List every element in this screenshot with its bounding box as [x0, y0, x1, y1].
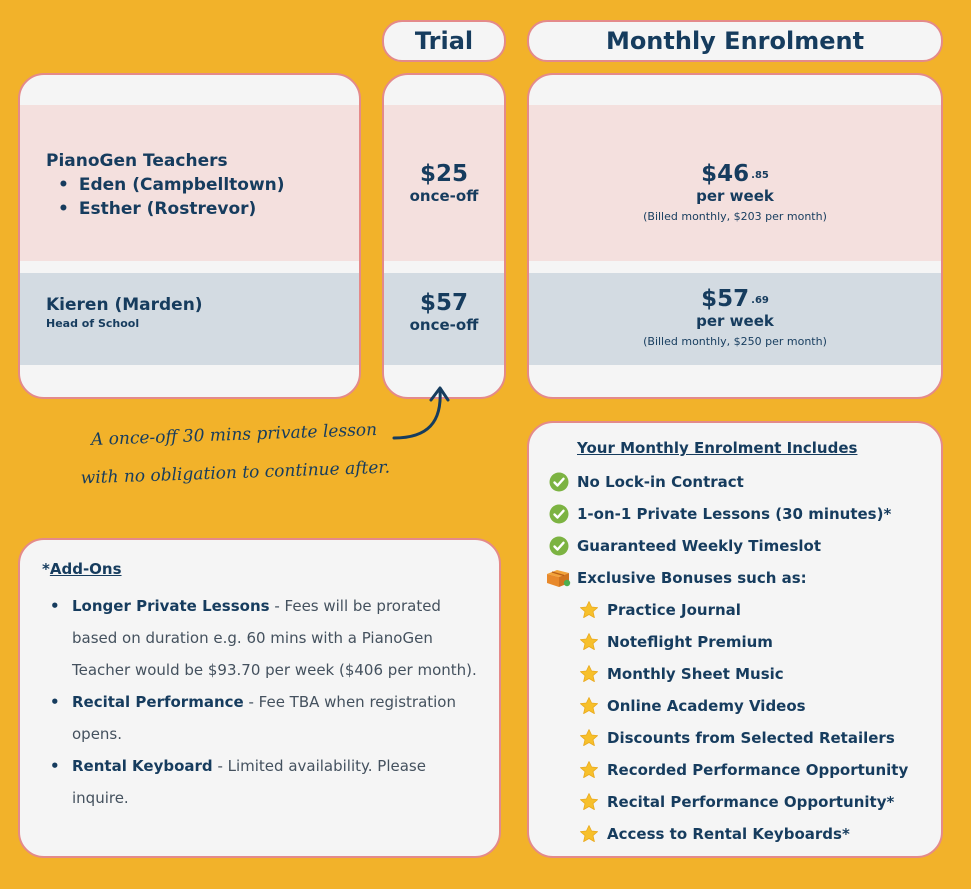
trial-note: A once-off 30 mins private lesson with n…: [79, 411, 391, 498]
addons-list: Longer Private Lessons - Fees will be pr…: [50, 590, 479, 814]
bonus-item: Practice Journal: [579, 600, 741, 620]
trial-band-pink: [384, 105, 504, 261]
star-icon: [580, 729, 598, 746]
include-item: No Lock-in Contract: [549, 472, 744, 492]
head-role: Head of School: [46, 317, 140, 330]
include-text: No Lock-in Contract: [577, 473, 744, 491]
trial-card: $25 once-off $57 once-off: [382, 73, 506, 399]
addon-item: Recital Performance - Fee TBA when regis…: [50, 686, 479, 750]
check-icon: [549, 536, 569, 556]
monthly-price-dollars: $46: [701, 161, 750, 187]
addon-name: Longer Private Lessons: [72, 597, 270, 615]
curved-arrow-icon: [392, 386, 450, 440]
bonus-text: Recital Performance Opportunity*: [607, 793, 895, 811]
addons-card: *Add-Ons Longer Private Lessons - Fees w…: [18, 538, 501, 858]
bonus-item: Noteflight Premium: [579, 632, 773, 652]
monthly-card: $46.85 per week (Billed monthly, $203 pe…: [527, 73, 943, 399]
bonus-item: Online Academy Videos: [579, 696, 806, 716]
include-text: Guaranteed Weekly Timeslot: [577, 537, 821, 555]
bonus-text: Access to Rental Keyboards*: [607, 825, 850, 843]
addon-item: Rental Keyboard - Limited availability. …: [50, 750, 479, 814]
bonus-text: Online Academy Videos: [607, 697, 806, 715]
monthly-price-period: per week: [696, 187, 774, 205]
star-icon: [580, 697, 598, 714]
trial-price-1: $25 once-off: [384, 161, 504, 205]
monthly-band-blue: [529, 273, 941, 365]
include-item: 1-on-1 Private Lessons (30 minutes)*: [549, 504, 891, 524]
monthly-price-amount: $46.85: [529, 161, 941, 187]
bonus-item: Recorded Performance Opportunity: [579, 760, 908, 780]
check-icon: [549, 472, 569, 492]
addon-desc: - Fee TBA when registration opens.: [72, 693, 456, 743]
trial-price-label: once-off: [409, 187, 479, 205]
addon-name: Rental Keyboard: [72, 757, 213, 775]
addon-item: Longer Private Lessons - Fees will be pr…: [50, 590, 479, 686]
teachers-group: PianoGen Teachers Eden (Campbelltown) Es…: [46, 149, 285, 221]
trial-price-amount: $25: [419, 161, 468, 187]
star-icon: [580, 793, 598, 810]
head-of-school: Kieren (Marden) Head of School: [46, 293, 203, 331]
gift-box-icon: [547, 570, 571, 587]
bonus-text: Noteflight Premium: [607, 633, 773, 651]
monthly-price-billed: (Billed monthly, $250 per month): [643, 335, 827, 348]
monthly-price-2: $57.69 per week (Billed monthly, $250 pe…: [529, 286, 941, 350]
bonus-text: Practice Journal: [607, 601, 741, 619]
star-icon: [580, 633, 598, 650]
star-icon: [580, 825, 598, 842]
monthly-price-cents: .85: [751, 170, 769, 181]
monthly-band-pink: [529, 105, 941, 261]
include-text: 1-on-1 Private Lessons (30 minutes)*: [577, 505, 892, 523]
include-text: Exclusive Bonuses such as:: [577, 569, 807, 587]
monthly-price-cents: .69: [751, 295, 769, 306]
addon-name: Recital Performance: [72, 693, 244, 711]
teachers-group-title: PianoGen Teachers: [46, 151, 228, 171]
include-item: Guaranteed Weekly Timeslot: [549, 536, 821, 556]
includes-card: Your Monthly Enrolment Includes No Lock-…: [527, 421, 943, 858]
bonus-text: Monthly Sheet Music: [607, 665, 784, 683]
head-name: Kieren (Marden): [46, 295, 203, 315]
include-item: Exclusive Bonuses such as:: [545, 568, 807, 588]
check-icon: [549, 504, 569, 524]
bonus-item: Access to Rental Keyboards*: [579, 824, 850, 844]
bonus-text: Recorded Performance Opportunity: [607, 761, 909, 779]
monthly-price-period: per week: [696, 312, 774, 330]
trial-header: Trial: [382, 20, 506, 62]
bonus-item: Monthly Sheet Music: [579, 664, 784, 684]
bonus-item: Recital Performance Opportunity*: [579, 792, 894, 812]
bonus-text: Discounts from Selected Retailers: [607, 729, 895, 747]
trial-price-label: once-off: [409, 316, 479, 334]
monthly-enrolment-header: Monthly Enrolment: [527, 20, 943, 62]
bonus-item: Discounts from Selected Retailers: [579, 728, 895, 748]
star-icon: [580, 665, 598, 682]
monthly-price-1: $46.85 per week (Billed monthly, $203 pe…: [529, 161, 941, 225]
teachers-band-blue: [20, 273, 359, 365]
star-icon: [580, 761, 598, 778]
trial-price-amount: $57: [419, 290, 468, 316]
teacher-item: Esther (Rostrevor): [74, 197, 285, 221]
teachers-list: Eden (Campbelltown) Esther (Rostrevor): [74, 173, 285, 221]
addons-title-text: Add-Ons: [49, 560, 122, 578]
teacher-item: Eden (Campbelltown): [74, 173, 285, 197]
monthly-price-billed: (Billed monthly, $203 per month): [643, 210, 827, 223]
trial-price-2: $57 once-off: [384, 290, 504, 334]
teachers-card: PianoGen Teachers Eden (Campbelltown) Es…: [18, 73, 361, 399]
addons-title-prefix: *: [42, 560, 50, 578]
includes-title: Your Monthly Enrolment Includes: [577, 439, 858, 457]
addon-desc: - Limited availability. Please inquire.: [72, 757, 426, 807]
addon-desc: - Fees will be prorated based on duratio…: [72, 597, 477, 679]
trial-band-blue: [384, 273, 504, 365]
monthly-price-dollars: $57: [701, 286, 750, 312]
monthly-price-amount: $57.69: [529, 286, 941, 312]
addons-title: *Add-Ons: [42, 560, 122, 578]
star-icon: [580, 601, 598, 618]
